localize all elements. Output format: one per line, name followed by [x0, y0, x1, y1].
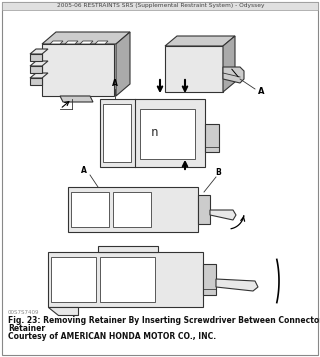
Polygon shape: [30, 66, 42, 73]
Bar: [198, 195, 210, 224]
Polygon shape: [30, 73, 48, 78]
Polygon shape: [30, 78, 42, 85]
Bar: [71, 192, 109, 227]
Text: Fig. 23: Removing Retainer By Inserting Screwdriver Between Connector Body And: Fig. 23: Removing Retainer By Inserting …: [8, 316, 320, 325]
Bar: [2, 2, 318, 10]
Polygon shape: [210, 210, 236, 220]
Bar: [165, 46, 223, 92]
Text: n: n: [151, 126, 159, 139]
Polygon shape: [42, 32, 130, 44]
Bar: [203, 264, 216, 295]
Bar: [103, 104, 131, 162]
Polygon shape: [30, 61, 48, 66]
Polygon shape: [80, 41, 93, 44]
Polygon shape: [116, 32, 130, 96]
Bar: [100, 257, 155, 302]
Bar: [51, 257, 96, 302]
Text: A: A: [81, 166, 87, 175]
Text: 00S7S7409: 00S7S7409: [8, 310, 39, 315]
Polygon shape: [223, 36, 235, 92]
Polygon shape: [30, 49, 48, 54]
Polygon shape: [216, 279, 258, 291]
Text: B: B: [215, 168, 221, 177]
Bar: [42, 44, 114, 96]
Bar: [100, 99, 205, 167]
Bar: [68, 187, 198, 232]
Bar: [48, 252, 203, 307]
Text: A: A: [258, 86, 265, 96]
Polygon shape: [98, 246, 158, 252]
Text: Courtesy of AMERICAN HONDA MOTOR CO., INC.: Courtesy of AMERICAN HONDA MOTOR CO., IN…: [8, 332, 216, 341]
Polygon shape: [165, 36, 235, 46]
Text: A: A: [112, 79, 118, 88]
Polygon shape: [30, 54, 42, 61]
Text: Retainer: Retainer: [8, 324, 45, 333]
Polygon shape: [223, 67, 244, 83]
Polygon shape: [65, 41, 78, 44]
Text: 2005-06 RESTRAINTS SRS (Supplemental Restraint System) - Odyssey: 2005-06 RESTRAINTS SRS (Supplemental Res…: [57, 4, 265, 9]
Bar: [205, 124, 219, 152]
Bar: [140, 109, 195, 159]
Polygon shape: [50, 41, 63, 44]
Polygon shape: [48, 307, 78, 315]
Bar: [113, 192, 151, 227]
Polygon shape: [60, 96, 93, 102]
Polygon shape: [95, 41, 108, 44]
